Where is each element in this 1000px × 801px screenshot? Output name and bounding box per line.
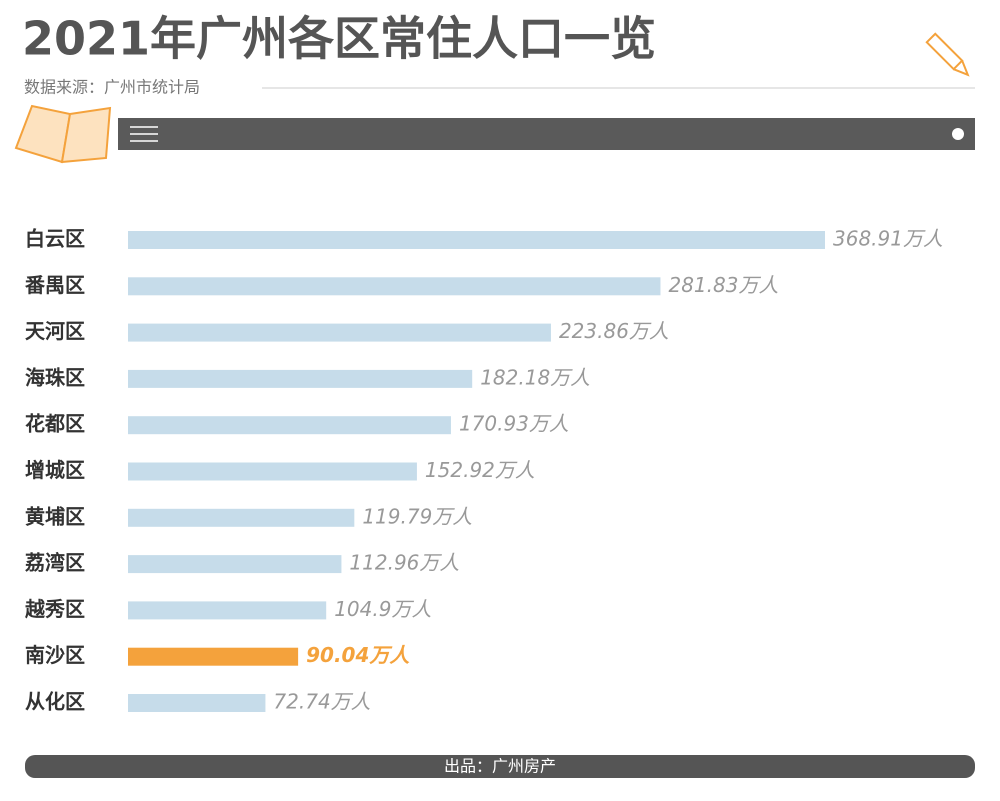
dot-icon bbox=[952, 128, 964, 140]
y-tick-label: 从化区 bbox=[25, 690, 85, 714]
value-label: 170.93万人 bbox=[459, 412, 569, 436]
chart-title: 2021年广州各区常住人口一览 bbox=[22, 12, 656, 66]
y-tick-label: 增城区 bbox=[25, 458, 85, 482]
pencil-icon bbox=[925, 32, 970, 77]
bar bbox=[128, 647, 299, 666]
bar bbox=[128, 694, 266, 712]
value-label: 281.83万人 bbox=[668, 273, 778, 297]
bar bbox=[128, 416, 451, 435]
y-tick-label: 花都区 bbox=[25, 412, 85, 436]
y-tick-label: 天河区 bbox=[25, 319, 85, 343]
bar bbox=[128, 277, 661, 296]
value-label: 112.96万人 bbox=[349, 551, 459, 575]
footer-text: 出品：广州房产 bbox=[444, 757, 556, 776]
value-label: 90.04万人 bbox=[306, 643, 410, 667]
bar bbox=[128, 601, 327, 620]
value-label: 368.91万人 bbox=[833, 227, 943, 251]
value-label: 152.92万人 bbox=[425, 458, 535, 482]
menu-icon bbox=[130, 126, 158, 142]
value-label: 104.9万人 bbox=[334, 597, 431, 621]
value-label: 119.79万人 bbox=[362, 504, 472, 528]
value-label: 72.74万人 bbox=[273, 690, 370, 714]
y-tick-label: 番禺区 bbox=[24, 273, 85, 297]
y-tick-label: 越秀区 bbox=[24, 597, 85, 621]
footer-bar bbox=[25, 755, 975, 778]
bar bbox=[128, 555, 342, 574]
value-label: 182.18万人 bbox=[480, 365, 590, 389]
bar bbox=[128, 462, 417, 481]
bar bbox=[128, 323, 551, 342]
book-icon bbox=[14, 104, 112, 164]
y-tick-label: 荔湾区 bbox=[25, 551, 85, 575]
y-tick-label: 白云区 bbox=[25, 227, 85, 251]
chart-subtitle: 数据来源：广州市统计局 bbox=[24, 78, 200, 97]
value-label: 223.86万人 bbox=[559, 319, 669, 343]
y-tick-label: 海珠区 bbox=[25, 365, 85, 389]
bar bbox=[128, 369, 473, 388]
y-tick-label: 南沙区 bbox=[25, 643, 85, 667]
header-bar bbox=[118, 118, 975, 150]
y-tick-label: 黄埔区 bbox=[25, 504, 85, 528]
bar bbox=[128, 508, 355, 527]
bar bbox=[128, 231, 825, 249]
